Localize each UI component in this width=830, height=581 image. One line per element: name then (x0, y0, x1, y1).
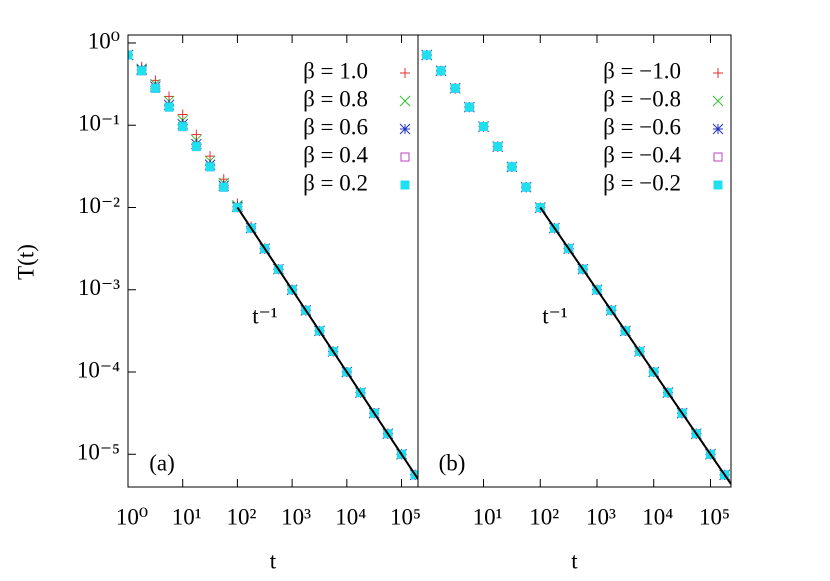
fit-line (539, 206, 731, 485)
marker (464, 102, 474, 112)
x-tick-label: 10⁵ (390, 504, 421, 529)
x-tick-label: 10² (529, 504, 559, 529)
marker (479, 122, 489, 132)
y-tick-label: 10⁰ (88, 28, 120, 53)
marker (450, 83, 460, 93)
marker (177, 109, 188, 120)
marker (713, 180, 723, 190)
marker (137, 66, 147, 76)
marker (150, 83, 160, 93)
legend-label: β = 0.6 (303, 114, 368, 139)
plot-frame (417, 34, 732, 488)
fit-line (236, 206, 418, 480)
marker (191, 142, 201, 152)
x-tick-label: 10³ (281, 504, 311, 529)
legend-label: β = 0.8 (303, 86, 368, 111)
marker (493, 142, 503, 152)
marker (400, 180, 410, 190)
plot-area (128, 49, 418, 481)
marker-stroke (399, 95, 411, 107)
marker (205, 162, 215, 172)
panel-label: (b) (439, 450, 466, 475)
x-axis-label: t (270, 548, 277, 573)
y-axis-label: T(t) (13, 244, 38, 280)
marker (191, 129, 202, 140)
marker (712, 123, 724, 135)
marker-stroke (712, 95, 724, 107)
legend-label: β = −0.4 (603, 142, 681, 167)
x-tick-label: 10⁵ (699, 504, 730, 529)
marker (436, 66, 446, 76)
x-tick-label: 10⁴ (642, 504, 673, 529)
legend-label: β = 0.2 (303, 170, 368, 195)
legend-label: β = 1.0 (303, 58, 368, 83)
y-tick-label: 10⁻¹ (78, 111, 120, 136)
marker (400, 152, 410, 162)
legend-label: β = 0.4 (303, 142, 368, 167)
panel-label: (a) (149, 450, 175, 475)
x-tick-label: 10² (226, 504, 256, 529)
marker (713, 68, 723, 78)
marker (399, 95, 411, 107)
fit-annotation: t⁻¹ (252, 303, 278, 328)
marker (507, 162, 517, 172)
marker (399, 123, 411, 135)
y-tick-label: 10⁻⁵ (77, 440, 120, 465)
legend-label: β = −0.6 (603, 114, 681, 139)
x-tick-label: 10¹ (172, 504, 202, 529)
marker (128, 50, 133, 60)
marker (422, 50, 432, 60)
x-tick-label: 10¹ (473, 504, 503, 529)
legend-label: β = −0.8 (603, 86, 681, 111)
x-tick-label: 10⁰ (116, 504, 148, 529)
marker (178, 122, 188, 132)
fit-annotation: t⁻¹ (542, 303, 568, 328)
marker (219, 182, 229, 192)
marker (521, 182, 531, 192)
plot-area (421, 49, 731, 485)
y-tick-label: 10⁻² (78, 193, 120, 218)
marker (400, 68, 410, 78)
marker (164, 91, 175, 102)
y-tick-label: 10⁻⁴ (77, 357, 120, 382)
x-axis-label: t (571, 548, 578, 573)
marker (712, 95, 724, 107)
legend-label: β = −1.0 (603, 58, 681, 83)
marker (164, 102, 174, 112)
legend-label: β = −0.2 (603, 170, 681, 195)
x-tick-label: 10⁴ (335, 504, 366, 529)
marker (713, 152, 723, 162)
marker (205, 151, 216, 162)
x-tick-label: 10³ (586, 504, 616, 529)
y-tick-label: 10⁻³ (78, 275, 120, 300)
